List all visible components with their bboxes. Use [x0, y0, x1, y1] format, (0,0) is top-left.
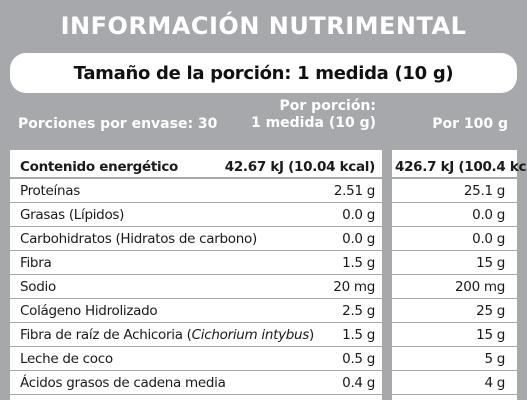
nutrient-name: Carbohidratos (Hidratos de carbono) [20, 231, 257, 247]
nutrient-name: Colágeno Hidrolizado [20, 303, 158, 319]
nutrient-row-fat: Grasas (Lípidos) 0.0 g 0.0 g [10, 203, 517, 227]
portions-per-container: Porciones por envase: 30 [18, 116, 218, 132]
nutrient-name-suffix: ) [309, 327, 314, 343]
nutrient-row-protein: Proteínas 2.51 g 25.1 g [10, 179, 517, 203]
nutrient-per-portion: 42.67 kJ (10.04 kcal) [224, 159, 376, 175]
nutrient-per-100g: 426.7 kJ (100.4 kcal) [395, 159, 527, 175]
nutrient-row-energy: Contenido energético 42.67 kJ (10.04 kca… [10, 155, 527, 179]
serving-size-box: Tamaño de la porción: 1 medida (10 g) [10, 53, 517, 93]
nutrient-name: Proteínas [20, 183, 80, 199]
nutrient-name: Sodio [20, 279, 56, 295]
nutrient-per-100g: 25 g [476, 303, 505, 319]
per-portion-header-line2: 1 medida (10 g) [250, 115, 376, 131]
nutrient-per-100g: 15 g [476, 255, 505, 271]
nutrient-name: Grasas (Lípidos) [20, 207, 125, 223]
nutrient-per-portion: 0.5 g [342, 351, 375, 367]
nutrient-name-scientific: Cichorium intybus [191, 327, 310, 343]
nutrient-per-portion: 1.5 g [342, 255, 375, 271]
per-portion-header: Por porción: 1 medida (10 g) [240, 98, 376, 132]
nutrient-name: Ácidos grasos de cadena media [20, 375, 226, 391]
nutrient-table [10, 150, 517, 400]
nutrient-name: Leche de coco [20, 351, 113, 367]
nutrient-row-sodium: Sodio 20 mg 200 mg [10, 275, 517, 299]
nutrient-per-100g: 15 g [476, 327, 505, 343]
nutrient-per-portion: 1.5 g [342, 327, 375, 343]
nutrient-name: Fibra [20, 255, 52, 271]
nutrient-row-fiber: Fibra 1.5 g 15 g [10, 251, 517, 275]
nutrient-row-carbohydrates: Carbohidratos (Hidratos de carbono) 0.0 … [10, 227, 517, 251]
nutrient-row-collagen: Colágeno Hidrolizado 2.5 g 25 g [10, 299, 517, 323]
nutrient-per-portion: 20 mg [333, 279, 375, 295]
nutrient-per-100g: 200 mg [455, 279, 505, 295]
nutrient-name: Fibra de raíz de Achicoria (Cichorium in… [20, 327, 314, 343]
nutrient-per-portion: 0.0 g [342, 207, 375, 223]
nutrient-per-portion: 2.5 g [342, 303, 375, 319]
nutrient-per-100g: 25.1 g [463, 183, 505, 199]
nutrient-name: Contenido energético [20, 159, 179, 175]
nutrient-name-prefix: Fibra de raíz de Achicoria ( [20, 327, 192, 343]
per-portion-header-line1: Por porción: [279, 98, 376, 114]
nutrient-per-100g: 4 g [484, 375, 505, 391]
label-title: INFORMACIÓN NUTRIMENTAL [60, 12, 467, 40]
nutrient-row-chicory-fiber: Fibra de raíz de Achicoria (Cichorium in… [10, 323, 517, 347]
nutrient-per-portion: 0.0 g [342, 231, 375, 247]
nutrient-per-100g: 0.0 g [472, 207, 505, 223]
column-divider [382, 150, 392, 400]
nutrient-per-100g: 0.0 g [472, 231, 505, 247]
nutrient-per-portion: 0.4 g [342, 375, 375, 391]
serving-size-text: Tamaño de la porción: 1 medida (10 g) [73, 62, 454, 84]
nutrient-row-mct: Ácidos grasos de cadena media 0.4 g 4 g [10, 371, 517, 395]
nutrient-per-portion: 2.51 g [333, 183, 375, 199]
nutrient-per-100g: 5 g [484, 351, 505, 367]
per-100g-header: Por 100 g [432, 116, 508, 132]
nutrient-row-coconut-milk: Leche de coco 0.5 g 5 g [10, 347, 517, 371]
